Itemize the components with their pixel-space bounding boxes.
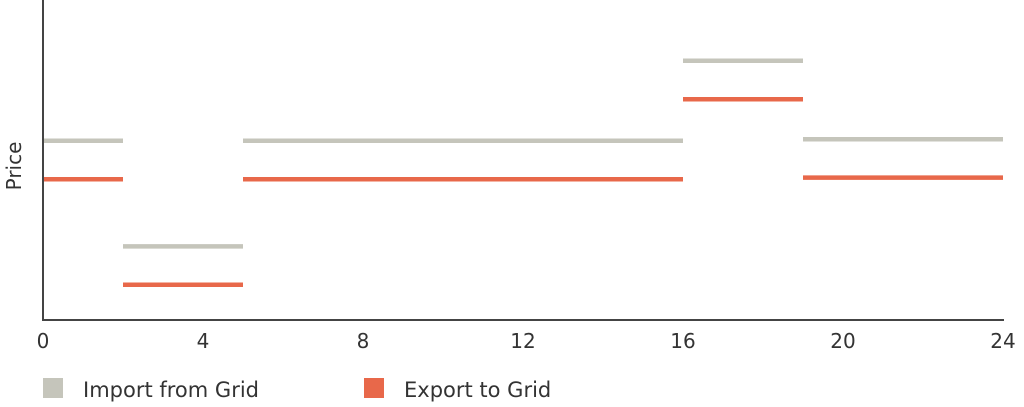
x-tick-labels: 0 4 8 12 16 20 24: [37, 329, 1016, 353]
legend-swatch-import: [43, 378, 63, 398]
legend-label-export: Export to Grid: [404, 378, 551, 402]
x-tick-label-24: 24: [990, 329, 1015, 353]
y-axis-label: Price: [2, 142, 26, 191]
x-tick-label-0: 0: [37, 329, 50, 353]
legend-item-import: Import from Grid: [43, 378, 259, 402]
x-tick-label-8: 8: [357, 329, 370, 353]
x-tick-label-4: 4: [197, 329, 210, 353]
legend: Import from Grid Export to Grid: [43, 378, 551, 402]
x-tick-label-12: 12: [510, 329, 535, 353]
legend-label-import: Import from Grid: [83, 378, 259, 402]
x-tick-label-20: 20: [830, 329, 855, 353]
x-tick-label-16: 16: [670, 329, 695, 353]
plot-area: [43, 58, 1003, 288]
legend-item-export: Export to Grid: [364, 378, 551, 402]
legend-swatch-export: [364, 378, 384, 398]
